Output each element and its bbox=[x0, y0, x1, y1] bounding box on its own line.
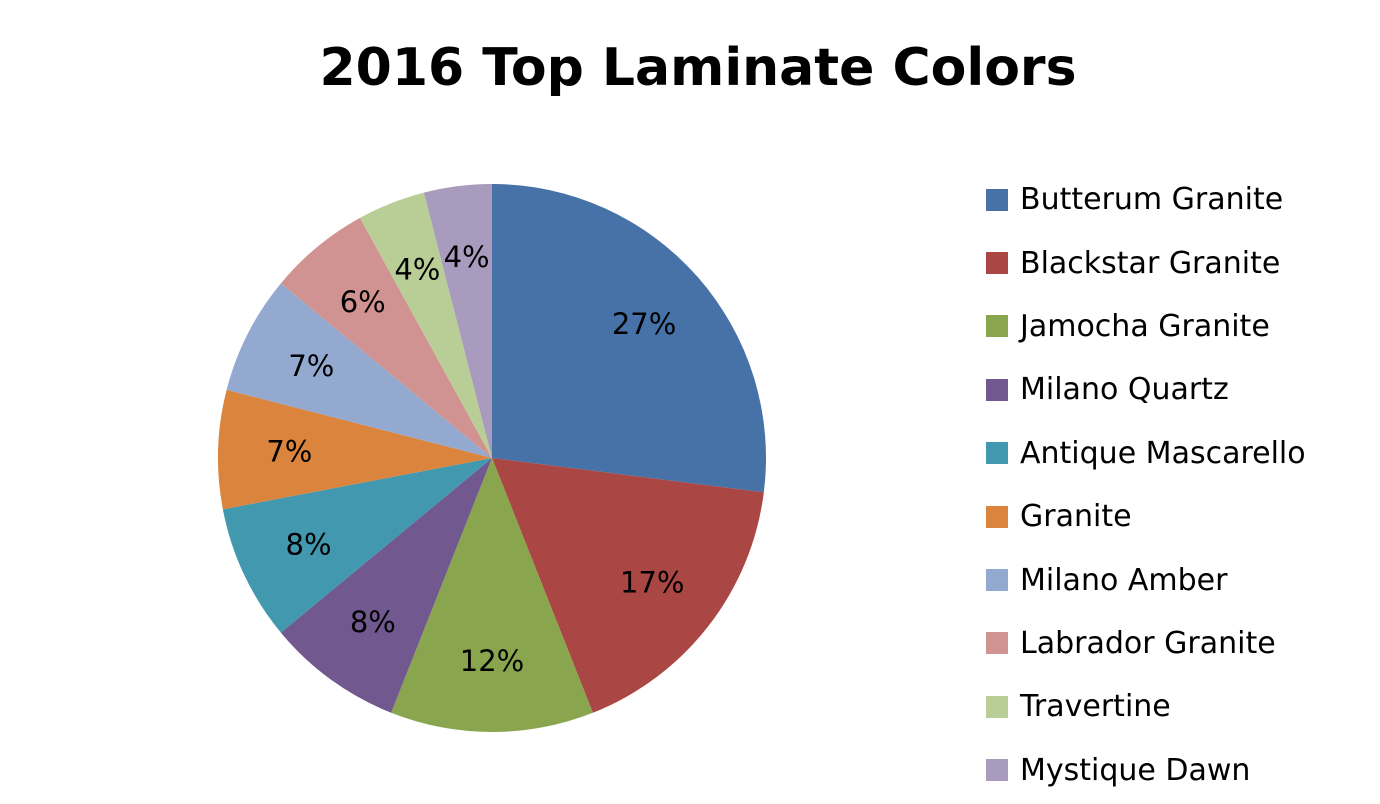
legend-swatch bbox=[986, 442, 1008, 465]
slice-value-label: 8% bbox=[350, 605, 396, 639]
chart-title: 2016 Top Laminate Colors bbox=[319, 38, 1077, 98]
legend-label: Travertine bbox=[1020, 689, 1171, 725]
legend-label: Milano Amber bbox=[1020, 562, 1228, 598]
legend-swatch bbox=[986, 188, 1008, 211]
legend-item-antique-mascarello: Antique Mascarello bbox=[986, 422, 1306, 485]
legend-label: Milano Quartz bbox=[1020, 372, 1229, 408]
slice-value-label: 6% bbox=[340, 285, 386, 319]
legend-item-blackstar-granite: Blackstar Granite bbox=[986, 231, 1306, 294]
legend-swatch bbox=[986, 505, 1008, 528]
legend-label: Antique Mascarello bbox=[1020, 435, 1306, 471]
slice-value-label: 7% bbox=[266, 435, 312, 469]
legend-item-travertine: Travertine bbox=[986, 675, 1306, 738]
slice-value-label: 12% bbox=[460, 644, 524, 678]
pie-slice-antique-mascarello bbox=[222, 458, 493, 633]
pie-slice-butterum-granite bbox=[492, 184, 766, 493]
pie-slice-mystique-dawn bbox=[423, 184, 492, 458]
slice-value-label: 4% bbox=[444, 240, 490, 274]
slice-value-label: 7% bbox=[288, 349, 334, 383]
legend-label: Granite bbox=[1020, 499, 1132, 535]
legend-swatch bbox=[986, 378, 1008, 401]
pie-slice-granite bbox=[218, 389, 493, 510]
legend-item-granite: Granite bbox=[986, 485, 1306, 548]
pie-slice-milano-amber bbox=[226, 283, 492, 458]
slice-value-label: 17% bbox=[620, 565, 684, 599]
pie-slice-travertine bbox=[359, 192, 492, 458]
slice-value-label: 27% bbox=[612, 307, 676, 341]
slice-value-label: 8% bbox=[286, 527, 332, 561]
legend-item-labrador-granite: Labrador Granite bbox=[986, 612, 1306, 675]
slice-value-label: 4% bbox=[394, 252, 440, 286]
legend-item-mystique-dawn: Mystique Dawn bbox=[986, 739, 1306, 802]
legend-label: Blackstar Granite bbox=[1020, 245, 1281, 281]
pie-slices bbox=[218, 184, 766, 732]
legend-swatch bbox=[986, 252, 1008, 275]
legend-item-milano-amber: Milano Amber bbox=[986, 548, 1306, 611]
legend-label: Mystique Dawn bbox=[1020, 752, 1251, 788]
legend-label: Butterum Granite bbox=[1020, 182, 1284, 218]
pie-slice-milano-quartz bbox=[280, 458, 492, 713]
legend-swatch bbox=[986, 569, 1008, 592]
legend-label: Labrador Granite bbox=[1020, 625, 1276, 661]
legend-swatch bbox=[986, 315, 1008, 338]
legend-swatch bbox=[986, 759, 1008, 782]
pie-slice-blackstar-granite bbox=[492, 458, 764, 713]
legend-swatch bbox=[986, 695, 1008, 718]
legend-item-jamocha-granite: Jamocha Granite bbox=[986, 295, 1306, 358]
legend-item-butterum-granite: Butterum Granite bbox=[986, 168, 1306, 231]
legend-swatch bbox=[986, 632, 1008, 655]
legend: Butterum Granite Blackstar Granite Jamoc… bbox=[986, 168, 1306, 802]
pie-slice-labrador-granite bbox=[280, 217, 492, 458]
legend-label: Jamocha Granite bbox=[1020, 308, 1270, 344]
pie-value-labels: 27%17%12%8%8%7%7%6%4% 4% bbox=[266, 240, 684, 678]
pie-slice-jamocha-granite bbox=[391, 458, 593, 732]
legend-item-milano-quartz: Milano Quartz bbox=[986, 358, 1306, 421]
